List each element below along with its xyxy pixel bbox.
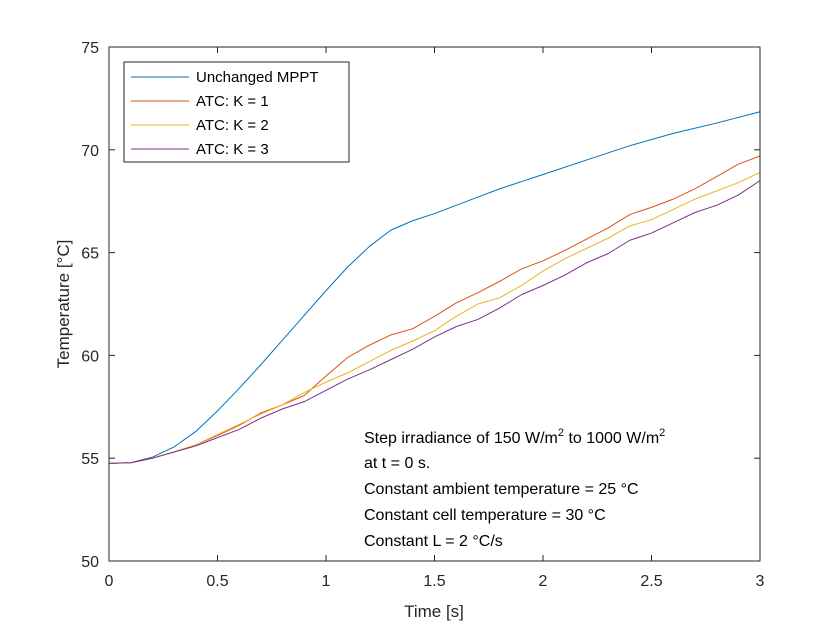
y-axis-title: Temperature [°C] xyxy=(54,240,73,369)
legend-label-3: ATC: K = 2 xyxy=(196,117,269,134)
annotation-sup-1: 2 xyxy=(558,427,564,439)
legend-label-4: ATC: K = 3 xyxy=(196,141,269,158)
x-tick-label: 3 xyxy=(756,573,765,590)
y-tick-label: 60 xyxy=(81,348,99,365)
annotation-line-3: Constant ambient temperature = 25 °C xyxy=(364,481,639,498)
y-tick-label: 75 xyxy=(81,40,99,57)
tick-layer: 0 0.5 1 1.5 2 2.5 3 50 55 60 65 70 75 xyxy=(81,40,764,590)
annotation-sup-2: 2 xyxy=(659,427,665,439)
legend-label-2: ATC: K = 1 xyxy=(196,93,269,110)
annotation-line-1-b: to 1000 W/m xyxy=(564,430,659,447)
series-line-3 xyxy=(108,171,761,464)
y-tick-label: 50 xyxy=(81,554,99,571)
x-tick-label: 1.5 xyxy=(423,573,445,590)
series-layer xyxy=(108,111,761,464)
annotation: Step irradiance of 150 W/m2 to 1000 W/m2… xyxy=(364,427,665,550)
x-tick-label: 2 xyxy=(539,573,548,590)
legend-label-1: Unchanged MPPT xyxy=(196,69,319,86)
annotation-line-1-a: Step irradiance of 150 W/m xyxy=(364,430,558,447)
annotation-line-1: Step irradiance of 150 W/m2 to 1000 W/m2 xyxy=(364,427,665,447)
x-tick-label: 2.5 xyxy=(640,573,662,590)
legend-items: Unchanged MPPT ATC: K = 1 ATC: K = 2 ATC: K… xyxy=(131,69,319,158)
y-tick-label: 65 xyxy=(81,246,99,263)
y-tick-label: 55 xyxy=(81,451,99,468)
x-tick-label: 0.5 xyxy=(206,573,228,590)
y-tick-label: 70 xyxy=(81,143,99,160)
annotation-line-5: Constant L = 2 °C/s xyxy=(364,533,503,550)
annotation-line-4: Constant cell temperature = 30 °C xyxy=(364,507,606,524)
legend-box xyxy=(123,61,350,163)
annotation-line-2: at t = 0 s. xyxy=(364,455,430,472)
x-tick-label: 0 xyxy=(105,573,114,590)
legend: Unchanged MPPT ATC: K = 1 ATC: K = 2 ATC: K… xyxy=(123,61,350,163)
x-axis-title: Time [s] xyxy=(404,602,464,621)
series-line-4 xyxy=(108,180,761,464)
x-tick-label: 1 xyxy=(322,573,331,590)
series-line-2 xyxy=(108,155,761,464)
series-line-1 xyxy=(108,111,761,464)
